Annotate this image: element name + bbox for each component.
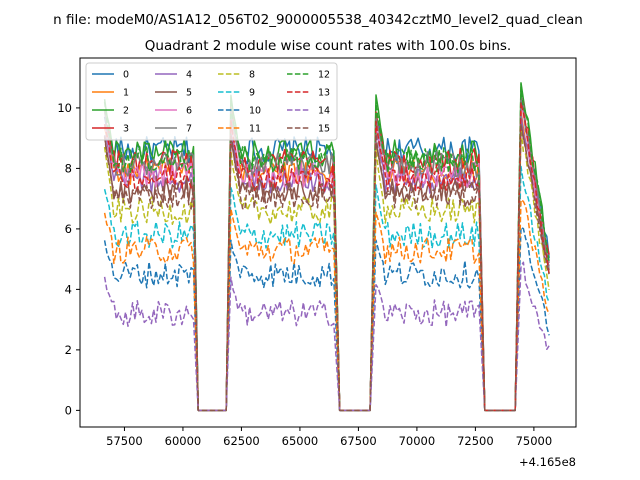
legend-label-6: 6 [186,106,192,117]
legend-label-9: 9 [249,88,255,99]
legend-label-12: 12 [318,70,330,81]
legend-label-13: 13 [318,88,330,99]
x-tick-label: 62500 [223,434,260,448]
legend-label-7: 7 [186,124,192,135]
x-tick-label: 70000 [399,434,436,448]
legend-label-4: 4 [186,70,192,81]
legend-label-2: 2 [123,106,129,117]
legend-label-0: 0 [123,70,129,81]
legend-label-15: 15 [318,124,330,135]
y-tick-label: 0 [65,403,72,417]
legend-label-11: 11 [249,124,261,135]
y-tick-label: 10 [57,101,72,115]
series-line-12 [103,83,550,412]
y-tick-label: 4 [65,282,72,296]
legend-label-14: 14 [318,106,330,117]
series-line-13 [103,101,550,412]
series-line-14 [103,261,550,412]
y-axis-ticks: 0 2 4 6 8 10 [57,101,80,417]
chart-title: Quadrant 2 module wise count rates with … [145,38,511,54]
x-tick-label: 65000 [282,434,319,448]
y-tick-label: 8 [65,161,72,175]
legend-label-5: 5 [186,88,192,99]
x-tick-label: 57500 [106,434,143,448]
series-line-7 [103,95,550,412]
series-line-10 [103,226,550,412]
series-line-8 [103,128,550,412]
legend-frame [85,62,338,141]
legend-label-1: 1 [123,88,129,99]
x-tick-label: 72500 [457,434,494,448]
x-axis-offset-label: +4.165e8 [519,455,576,469]
series-line-6 [103,104,550,412]
y-tick-label: 6 [65,222,72,236]
x-axis-ticks: 57500 60000 62500 65000 67500 70000 72500 75000 [106,427,552,448]
legend-label-10: 10 [249,106,261,117]
x-tick-label: 67500 [340,434,377,448]
x-tick-label: 60000 [165,434,202,448]
figure-suptitle: n file: modeM0/AS1A12_056T02_9000005538_… [53,12,583,28]
plot-lines [103,82,550,412]
legend-label-3: 3 [123,124,129,135]
series-line-15 [103,122,550,412]
legend-label-8: 8 [249,70,255,81]
axes-frame [79,57,577,428]
series-line-3 [103,96,550,412]
series-line-11 [103,199,550,412]
y-tick-label: 2 [65,343,72,357]
x-tick-label: 75000 [516,434,553,448]
